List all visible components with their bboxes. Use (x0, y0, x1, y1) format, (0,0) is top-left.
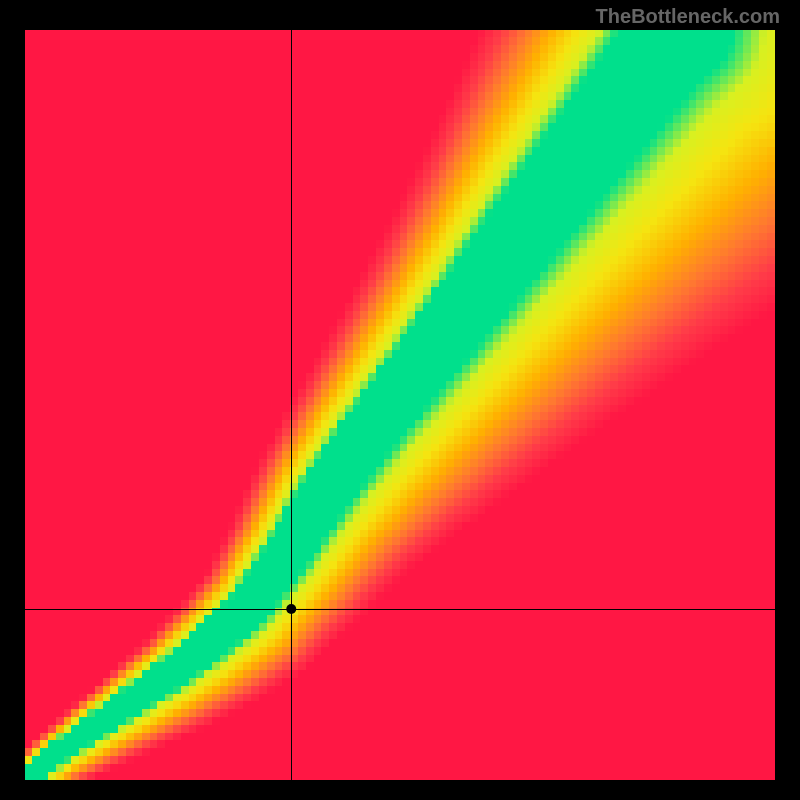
heatmap-plot (25, 30, 775, 780)
watermark-text: TheBottleneck.com (596, 6, 780, 29)
chart-container: TheBottleneck.com (0, 0, 800, 800)
heatmap-canvas (25, 30, 775, 780)
